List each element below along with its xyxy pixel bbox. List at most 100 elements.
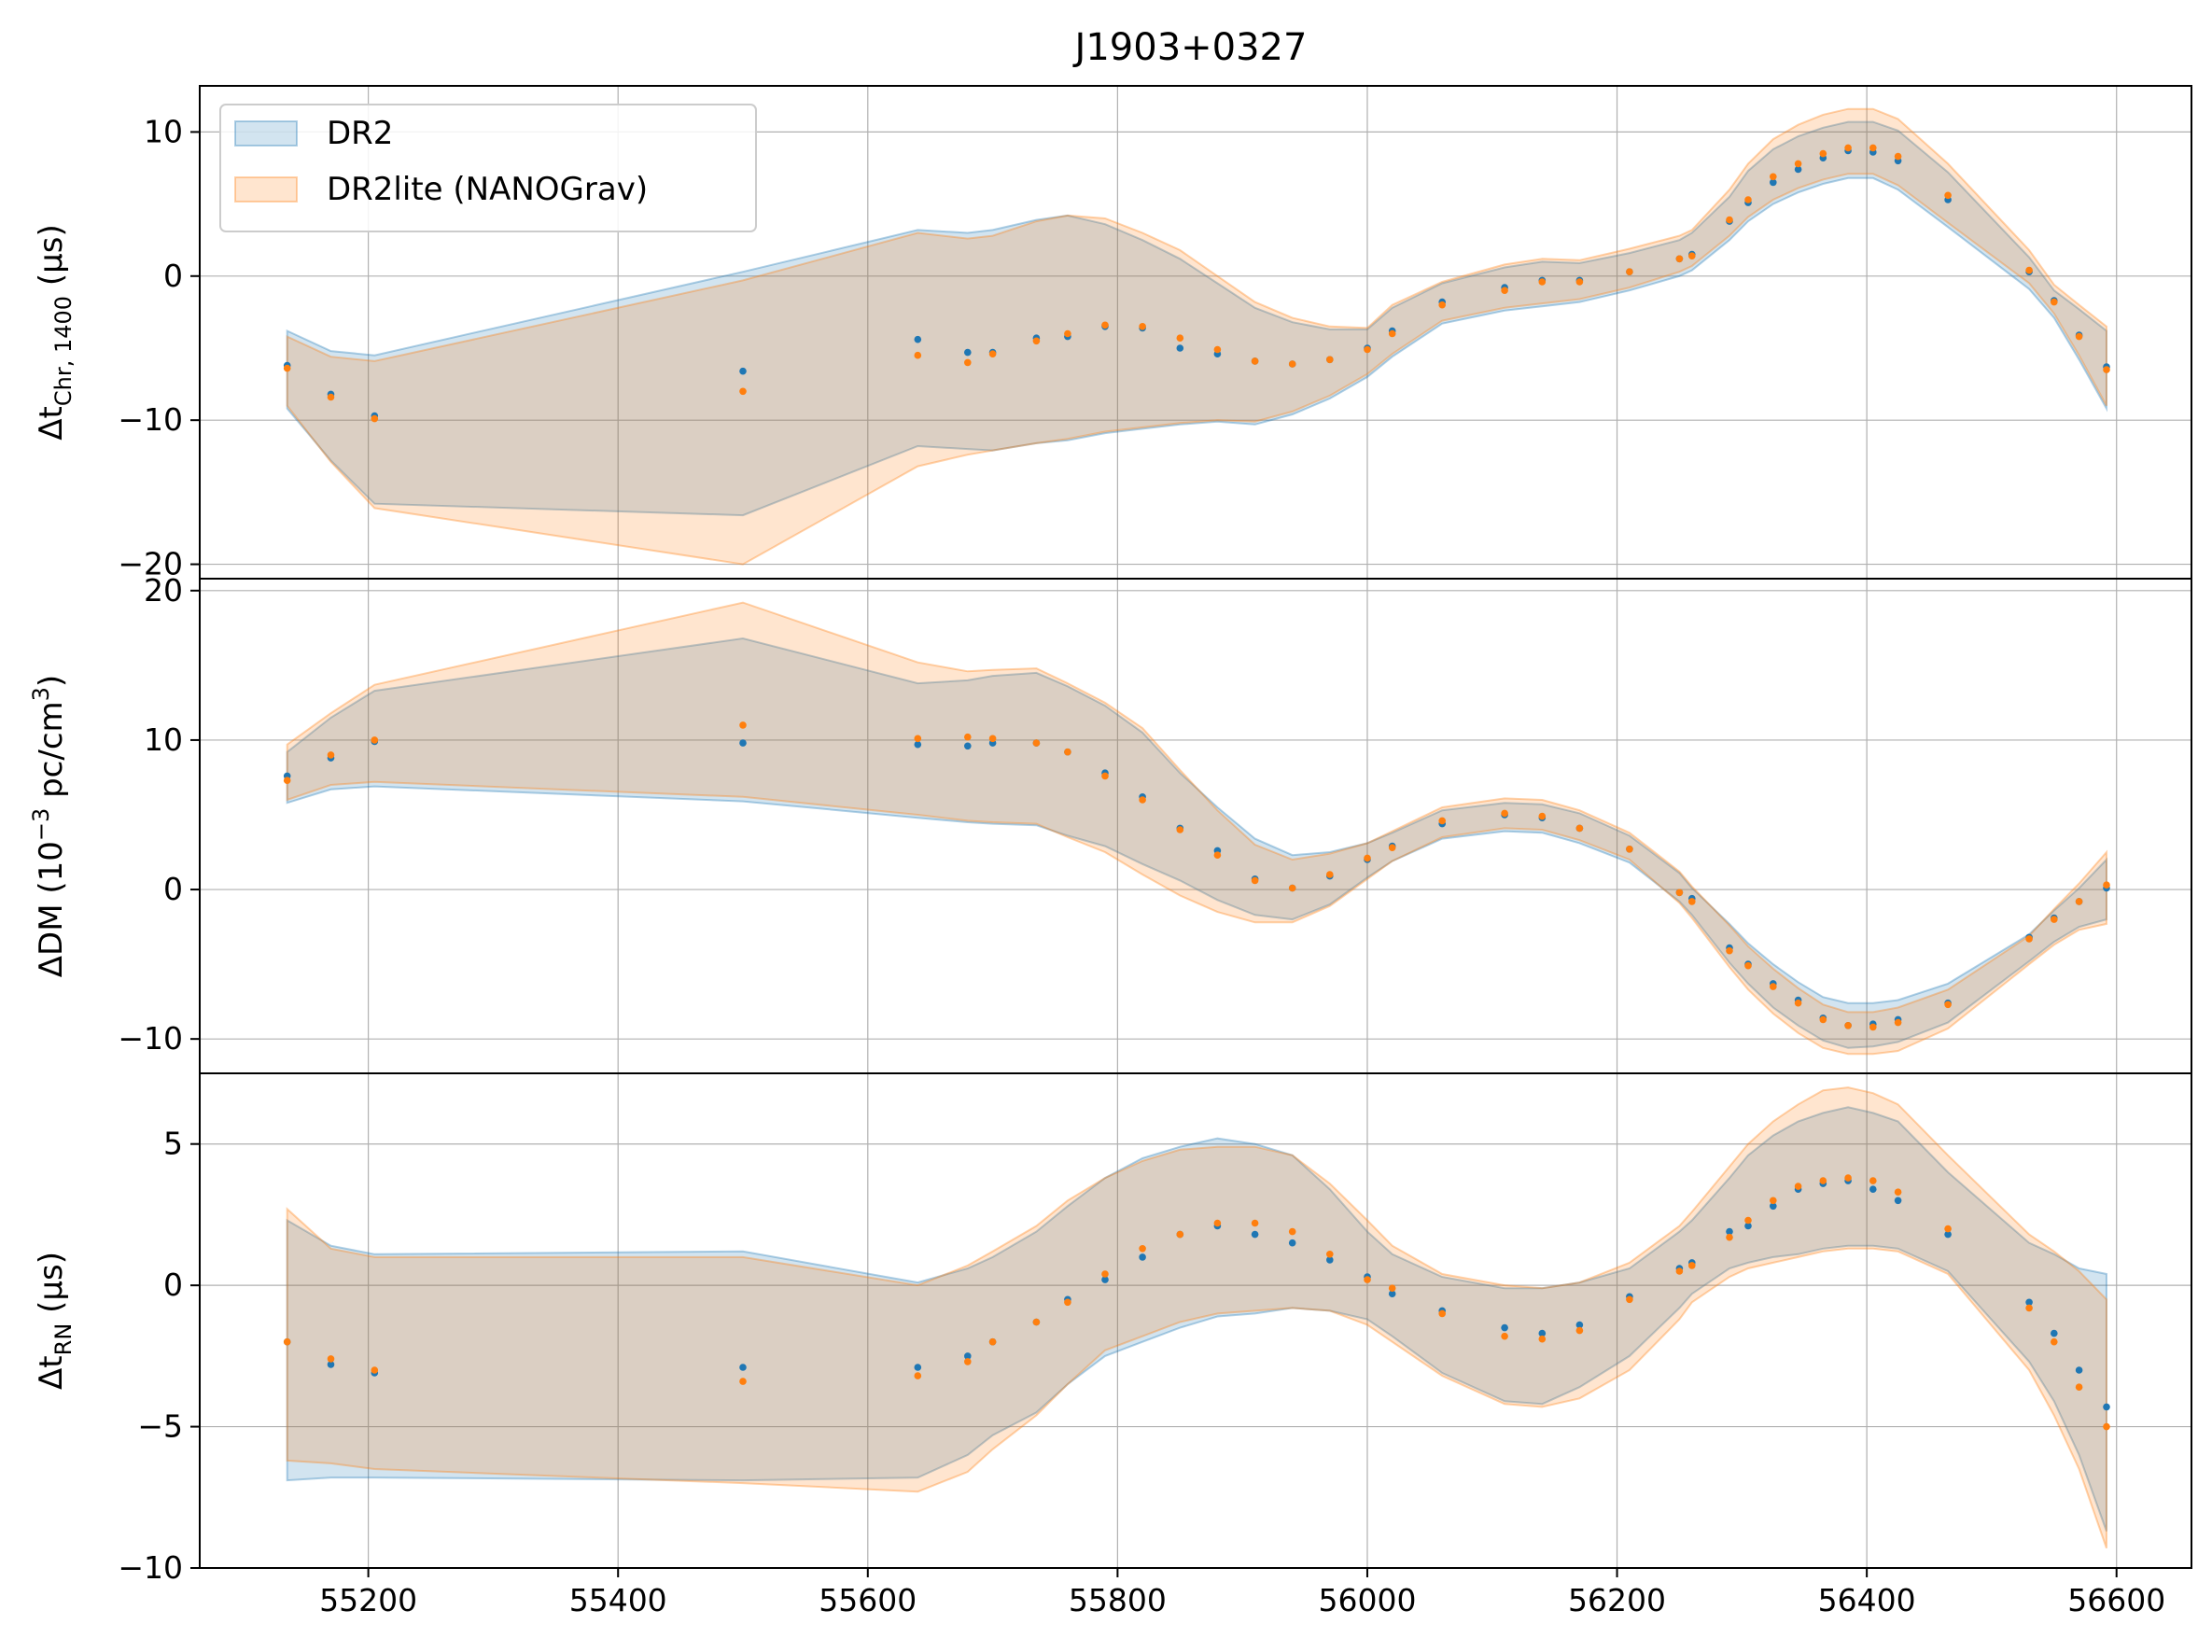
point-rn-series-0 (1139, 1253, 1146, 1261)
x-tick-label: 55400 (569, 1582, 667, 1618)
point-chr-series-1 (2075, 332, 2083, 341)
panel-dm: −10 0 10 20 ΔDM (10−3 pc/cm3) (28, 572, 2192, 1074)
point-dm-series-1 (1501, 809, 1508, 818)
point-dm-series-1 (1626, 846, 1633, 853)
point-rn-series-1 (1101, 1270, 1109, 1278)
point-rn-series-1 (1364, 1276, 1371, 1283)
point-chr-series-1 (1794, 160, 1802, 168)
x-tick-label: 55200 (319, 1582, 417, 1618)
point-dm-series-1 (1794, 999, 1802, 1007)
point-rn-series-1 (1139, 1245, 1146, 1253)
point-dm-series-1 (1944, 1001, 1952, 1009)
legend-swatch (234, 120, 298, 147)
point-chr-series-1 (1101, 321, 1109, 329)
point-rn-series-0 (739, 1364, 747, 1371)
point-chr-series-1 (1438, 301, 1446, 309)
point-chr-series-1 (2025, 266, 2033, 274)
y-tick-label: 20 (144, 572, 183, 609)
x-tick-label: 56000 (1318, 1582, 1416, 1618)
grid-dm (200, 579, 2191, 1073)
plot-area-rn (283, 1086, 2110, 1549)
point-dm-series-1 (914, 735, 922, 743)
point-dm-series-1 (2103, 881, 2110, 889)
point-rn-series-1 (1944, 1225, 1952, 1233)
point-rn-series-1 (2103, 1422, 2110, 1431)
point-dm-series-1 (1176, 826, 1184, 833)
point-rn-series-0 (2103, 1403, 2110, 1411)
point-chr-series-1 (1326, 356, 1334, 364)
y-tick-label: 10 (144, 721, 183, 758)
point-dm-series-1 (1675, 889, 1684, 897)
point-dm-series-1 (1688, 898, 1696, 905)
point-dm-series-1 (371, 736, 379, 744)
band-chr-series-1 (286, 107, 2107, 566)
point-chr-series-1 (1575, 278, 1584, 286)
point-chr-series-0 (914, 335, 922, 343)
point-chr-series-1 (2103, 366, 2110, 373)
point-dm-series-1 (1032, 739, 1041, 747)
point-rn-series-1 (1438, 1309, 1446, 1318)
point-chr-series-1 (1894, 152, 1902, 161)
point-rn-series-0 (1770, 1202, 1777, 1211)
point-rn-series-1 (1251, 1219, 1259, 1227)
point-chr-series-1 (371, 414, 379, 423)
point-rn-series-1 (1501, 1332, 1508, 1340)
point-rn-series-1 (1064, 1298, 1071, 1307)
point-chr-series-1 (1176, 334, 1184, 343)
point-chr-series-1 (964, 358, 972, 367)
plot-area-chr (283, 107, 2110, 566)
point-rn-series-1 (1770, 1197, 1777, 1205)
x-tick-label: 56400 (1818, 1582, 1916, 1618)
point-rn-series-1 (1688, 1262, 1696, 1269)
point-rn-series-1 (1819, 1177, 1827, 1184)
point-rn-series-1 (1575, 1326, 1584, 1335)
point-chr-series-1 (327, 393, 335, 401)
point-chr-series-1 (1032, 337, 1041, 345)
point-chr-series-1 (1251, 357, 1259, 365)
panel-rn: −10 −5 0 5 ΔtRN (μs) 55200 55400 55600 55800 5600… (33, 1072, 2192, 1618)
point-rn-series-0 (1575, 1321, 1584, 1329)
y-tick-label: −10 (118, 1549, 183, 1586)
point-rn-series-1 (1288, 1227, 1296, 1236)
point-chr-series-0 (1794, 165, 1802, 174)
point-chr-series-1 (1364, 345, 1371, 354)
point-rn-series-1 (988, 1337, 997, 1346)
point-chr-series-1 (1501, 287, 1508, 295)
point-dm-series-1 (1213, 851, 1222, 859)
point-chr-series-1 (739, 387, 747, 396)
legend-label: DR2lite (NANOGrav) (327, 171, 648, 208)
panels: −20 −10 0 10 ΔtChr, 1400 (μs) −10 0 10 20 ΔDM (10… (28, 85, 2192, 1618)
point-rn-series-1 (327, 1355, 335, 1363)
point-rn-series-0 (1744, 1222, 1752, 1230)
point-rn-series-1 (1869, 1177, 1877, 1184)
point-dm-series-0 (739, 739, 747, 747)
point-rn-series-0 (914, 1364, 922, 1371)
x-tick-label: 56600 (2067, 1582, 2165, 1618)
point-rn-series-1 (2025, 1304, 2033, 1312)
point-rn-series-1 (1894, 1188, 1902, 1196)
point-rn-series-1 (283, 1337, 291, 1346)
point-chr-series-1 (1869, 144, 1877, 152)
point-dm-series-1 (1288, 884, 1296, 892)
point-dm-series-1 (1326, 871, 1334, 878)
point-chr-series-1 (1744, 196, 1752, 203)
point-rn-series-1 (1794, 1183, 1802, 1190)
y-axis-label-dm: ΔDM (10−3 pc/cm3) (28, 675, 70, 977)
point-chr-series-1 (1688, 252, 1696, 260)
y-tick-label: −10 (118, 1020, 183, 1057)
point-rn-series-0 (327, 1361, 335, 1368)
point-dm-series-1 (1770, 983, 1777, 990)
y-tick-label: 0 (163, 871, 183, 907)
point-dm-series-1 (1364, 854, 1371, 862)
point-dm-series-1 (1575, 824, 1584, 833)
point-rn-series-0 (2051, 1329, 2058, 1337)
point-rn-series-0 (964, 1352, 972, 1360)
x-tick-label: 55600 (819, 1582, 917, 1618)
point-chr-series-1 (283, 364, 291, 372)
y-tick-label: −10 (118, 401, 183, 438)
point-rn-series-1 (1388, 1284, 1396, 1292)
point-rn-series-1 (2075, 1383, 2083, 1391)
point-chr-series-1 (1770, 173, 1777, 181)
point-chr-series-1 (1538, 278, 1547, 286)
point-rn-series-1 (371, 1366, 379, 1374)
